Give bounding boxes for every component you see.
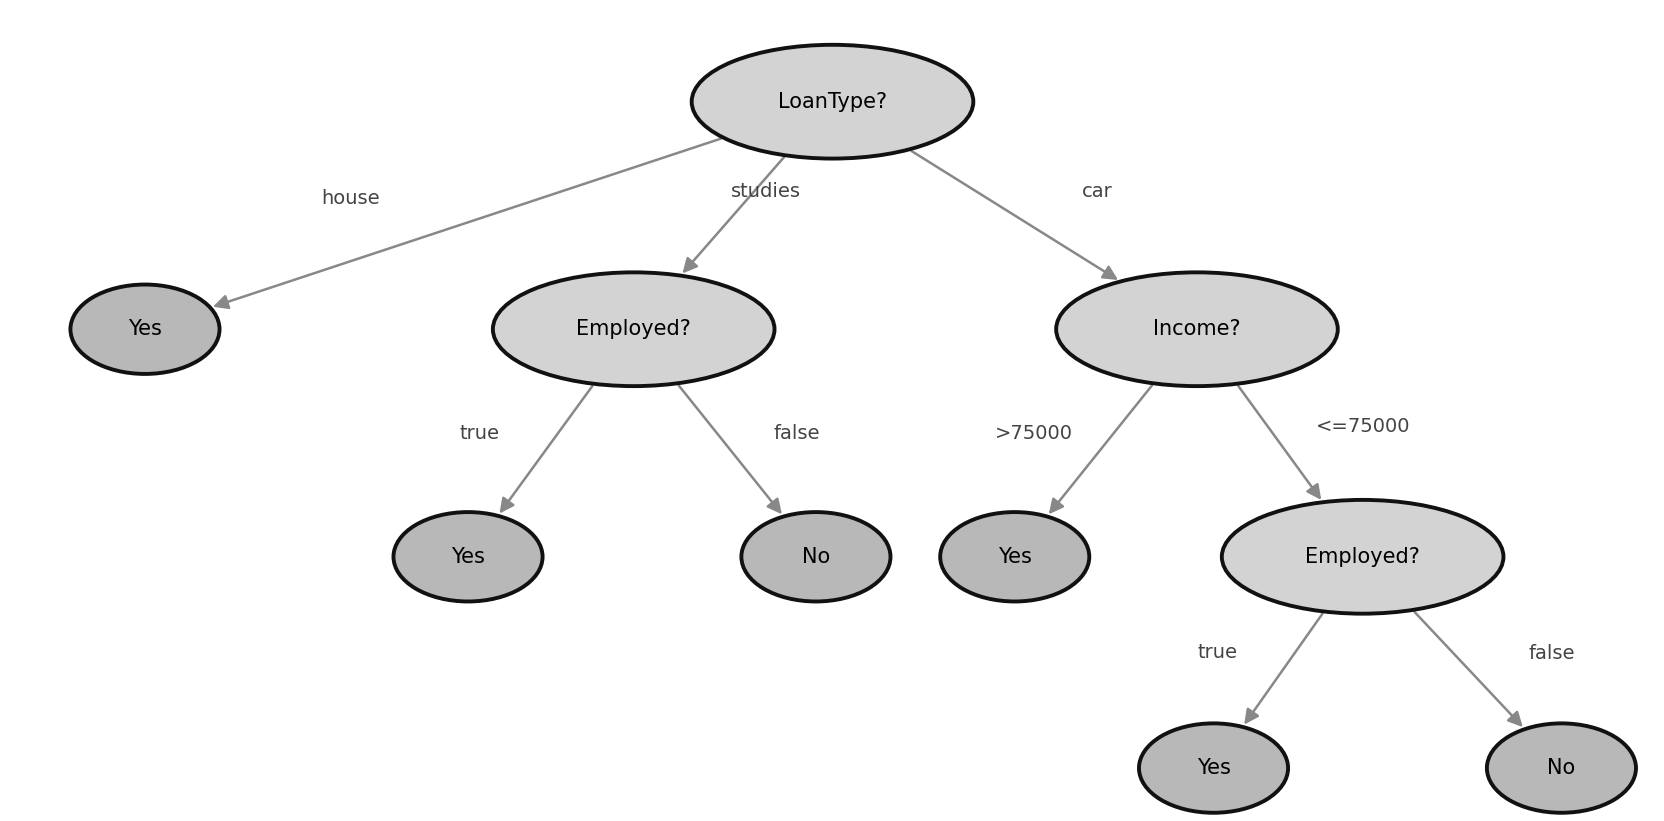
Ellipse shape (740, 512, 890, 602)
Ellipse shape (1138, 723, 1288, 813)
Text: house: house (321, 189, 379, 208)
Text: car: car (1082, 181, 1112, 200)
Text: true: true (459, 424, 499, 443)
Text: Yes: Yes (1196, 758, 1230, 778)
Text: >75000: >75000 (995, 424, 1072, 443)
Text: Yes: Yes (997, 547, 1032, 566)
Ellipse shape (393, 512, 542, 602)
Text: No: No (1546, 758, 1574, 778)
Text: false: false (772, 424, 819, 443)
Text: <=75000: <=75000 (1315, 417, 1409, 436)
Text: Employed?: Employed? (576, 319, 691, 339)
Ellipse shape (1055, 273, 1336, 386)
Text: Employed?: Employed? (1305, 547, 1419, 566)
Ellipse shape (1221, 500, 1503, 613)
Ellipse shape (940, 512, 1088, 602)
Text: true: true (1196, 644, 1236, 663)
Text: No: No (802, 547, 830, 566)
Text: studies: studies (730, 181, 800, 200)
Text: LoanType?: LoanType? (777, 92, 887, 112)
Ellipse shape (493, 273, 774, 386)
Text: Yes: Yes (451, 547, 484, 566)
Ellipse shape (1486, 723, 1636, 813)
Text: false: false (1528, 644, 1574, 663)
Ellipse shape (70, 285, 220, 374)
Text: Income?: Income? (1153, 319, 1240, 339)
Ellipse shape (691, 45, 973, 158)
Text: Yes: Yes (128, 319, 161, 339)
